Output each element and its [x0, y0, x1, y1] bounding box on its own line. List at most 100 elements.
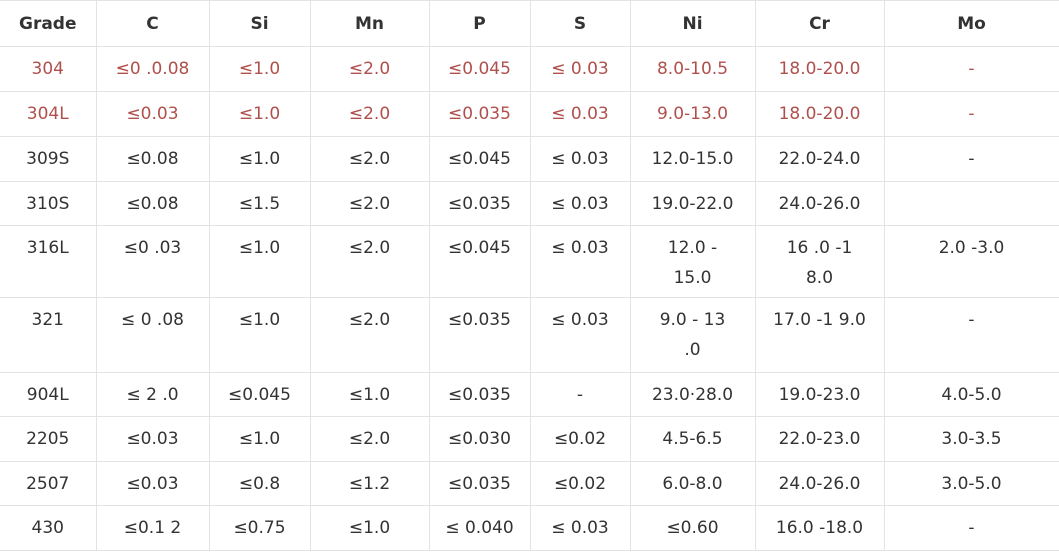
table-cell: 12.0 - 15.0: [629, 225, 756, 298]
table-cell: ≤2.0: [309, 297, 430, 373]
table-cell: ≤0.02: [529, 416, 631, 462]
table-cell: ≤0.045: [428, 225, 531, 298]
table-cell: ≤2.0: [309, 181, 430, 226]
table-cell: ≤0.045: [208, 372, 311, 417]
table-cell: ≤1.2: [309, 461, 430, 506]
table-cell: 904L: [0, 372, 97, 417]
table-cell: 316L: [0, 225, 97, 298]
table-cell: 3.0-5.0: [883, 461, 1059, 506]
table-cell: ≤0.03: [95, 91, 210, 137]
table-cell: ≤ 0.03: [529, 46, 631, 92]
table-cell: ≤2.0: [309, 416, 430, 462]
table-cell: ≤ 0.03: [529, 297, 631, 373]
table-cell: ≤2.0: [309, 136, 430, 182]
table-cell: ≤ 0.03: [529, 225, 631, 298]
table-cell: 16.0 -18.0: [754, 505, 885, 551]
table-cell: ≤1.0: [208, 297, 311, 373]
table-cell: 2205: [0, 416, 97, 462]
table-cell: 309S: [0, 136, 97, 182]
table-cell: ≤0.03: [95, 416, 210, 462]
table-cell: -: [883, 46, 1059, 92]
table-row: 2205 ≤0.03 ≤1.0 ≤2.0 ≤0.030 ≤0.02 4.5-6.5 22.0-…: [0, 416, 1059, 462]
table-cell: 6.0-8.0: [629, 461, 756, 506]
table-cell: ≤0.02: [529, 461, 631, 506]
table-row: 430 ≤0.1 2 ≤0.75 ≤1.0 ≤ 0.040 ≤ 0.03 ≤0.60 16.0…: [0, 505, 1059, 551]
table-cell: ≤0.030: [428, 416, 531, 462]
table-cell: ≤1.0: [208, 416, 311, 462]
table-cell: ≤2.0: [309, 225, 430, 298]
cell-line: 9.0 - 13: [659, 310, 726, 330]
table-cell: ≤0.1 2: [95, 505, 210, 551]
table-row: 316L ≤0 .03 ≤1.0 ≤2.0 ≤0.045 ≤ 0.03 12.0 - 15.0…: [0, 225, 1059, 298]
table-cell: ≤1.0: [208, 136, 311, 182]
table-cell: -: [883, 505, 1059, 551]
table-cell: 23.0·28.0: [629, 372, 756, 417]
table-cell: [883, 181, 1059, 226]
header-cell: Ni: [629, 0, 756, 47]
header-cell: Grade: [0, 0, 97, 47]
table-cell: ≤2.0: [309, 91, 430, 137]
table-cell: -: [883, 136, 1059, 182]
header-cell: P: [428, 0, 531, 47]
table-cell: 2.0 -3.0: [883, 225, 1059, 298]
table-cell: ≤0 .03: [95, 225, 210, 298]
header-cell: Mo: [883, 0, 1059, 47]
table-cell: ≤0.60: [629, 505, 756, 551]
table-row: 904L ≤ 2 .0 ≤0.045 ≤1.0 ≤0.035-23.0·28.0 19.0…: [0, 372, 1059, 417]
header-cell: Cr: [754, 0, 885, 47]
table-cell: ≤ 2 .0: [95, 372, 210, 417]
table-cell: 24.0-26.0: [754, 181, 885, 226]
table-cell: 321: [0, 297, 97, 373]
table-cell: ≤0.035: [428, 181, 531, 226]
table-row: 321 ≤ 0 .08 ≤1.0 ≤2.0 ≤0.035 ≤ 0.03 9.0 - 13 .0…: [0, 297, 1059, 373]
table-cell: ≤0.08: [95, 181, 210, 226]
table-cell: ≤1.0: [208, 91, 311, 137]
table-cell: ≤1.0: [208, 46, 311, 92]
table-cell: ≤0.08: [95, 136, 210, 182]
table-cell: ≤ 0.03: [529, 181, 631, 226]
table-cell: 22.0-23.0: [754, 416, 885, 462]
table-cell: ≤0.8: [208, 461, 311, 506]
table-cell: ≤1.0: [309, 372, 430, 417]
table-cell: 2507: [0, 461, 97, 506]
table-cell: 9.0-13.0: [629, 91, 756, 137]
header-cell: Mn: [309, 0, 430, 47]
table-cell: ≤0.035: [428, 297, 531, 373]
table-cell: ≤0.045: [428, 136, 531, 182]
header-cell: C: [95, 0, 210, 47]
table-cell: ≤1.0: [309, 505, 430, 551]
table-cell: 304L: [0, 91, 97, 137]
table-row: 309S ≤0.08 ≤1.0 ≤2.0 ≤0.045 ≤ 0.03 12.0-15.0 22…: [0, 136, 1059, 182]
table-row: 304L ≤0.03 ≤1.0 ≤2.0 ≤0.035 ≤ 0.03 9.0-13.0 18.…: [0, 91, 1059, 137]
table-cell: -: [883, 91, 1059, 137]
table-cell: 310S: [0, 181, 97, 226]
table-cell: ≤ 0.03: [529, 91, 631, 137]
table-cell: ≤1.0: [208, 225, 311, 298]
cell-line: .0: [684, 340, 701, 360]
table-cell: 18.0-20.0: [754, 46, 885, 92]
table-cell: 19.0-22.0: [629, 181, 756, 226]
table-cell: 3.0-3.5: [883, 416, 1059, 462]
table-row: 2507 ≤0.03 ≤0.8 ≤1.2 ≤0.035 ≤0.02 6.0-8.0 24.0-…: [0, 461, 1059, 506]
table-cell: -: [529, 372, 631, 417]
table-cell: -: [883, 297, 1059, 373]
table-cell: 304: [0, 46, 97, 92]
table-cell: 9.0 - 13 .0: [629, 297, 756, 373]
table-cell: 19.0-23.0: [754, 372, 885, 417]
cell-line: 8.0: [805, 268, 834, 288]
header-cell: S: [529, 0, 631, 47]
table-cell: ≤0.035: [428, 461, 531, 506]
table-cell: ≤2.0: [309, 46, 430, 92]
table-cell: ≤ 0.03: [529, 136, 631, 182]
header-row: Grade C Si Mn P S Ni Cr Mo: [0, 0, 1059, 47]
cell-line: 15.0: [673, 268, 712, 288]
table-cell: 430: [0, 505, 97, 551]
table-cell: 4.5-6.5: [629, 416, 756, 462]
table-cell: ≤ 0.03: [529, 505, 631, 551]
table-cell: 24.0-26.0: [754, 461, 885, 506]
table-body: 304 ≤0 .0.08 ≤1.0 ≤2.0 ≤0.045 ≤ 0.03 8.0-10.5 1…: [0, 46, 1059, 551]
table-cell: ≤0.035: [428, 91, 531, 137]
table-cell: 22.0-24.0: [754, 136, 885, 182]
